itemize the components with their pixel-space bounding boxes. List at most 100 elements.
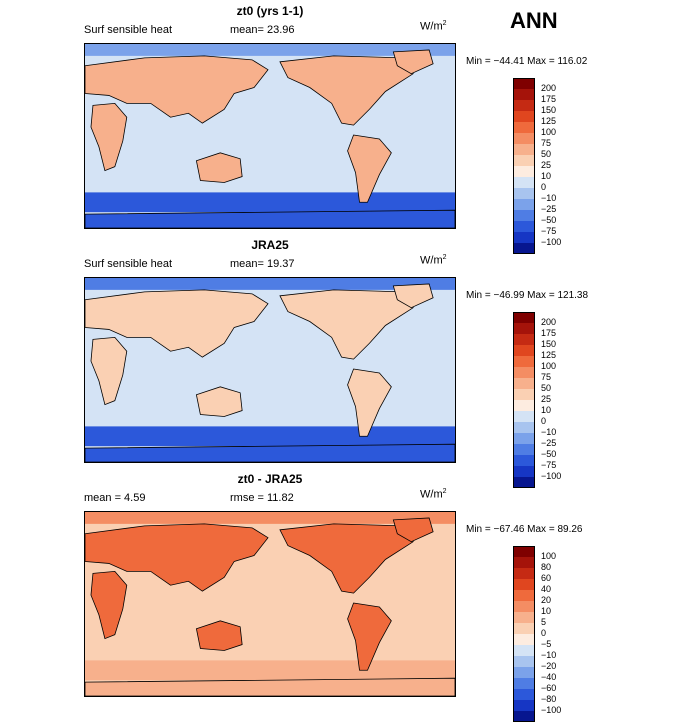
colorbar-tick-label: −5 [541,639,552,649]
continent-australia [195,386,243,417]
colorbar-tick-label: 175 [541,94,557,104]
colorbar-swatch [513,568,535,579]
panel-model: zt0 (yrs 1-1) Surf sensible heat mean= 2… [0,0,700,254]
colorbar-swatch [513,133,535,144]
mean-label: mean= 23.96 [230,24,295,36]
continent-greenland [392,283,434,309]
panel-difference: zt0 - JRA25 mean = 4.59 rmse = 11.82 W/m… [0,468,700,722]
variable-label: Surf sensible heat [84,258,173,270]
colorbar-swatch [513,232,535,243]
continent-greenland [392,49,434,75]
colorbar-swatch [513,221,535,232]
continent-antarctica [85,209,455,228]
min-max-label: Min = −44.41 Max = 116.02 [466,56,588,67]
colorbar-tick-label: 80 [541,562,552,572]
colorbar-swatch [513,177,535,188]
colorbar-swatch [513,477,535,488]
colorbar: 100 80 60 40 20 10 5 0 −5 −10 −20 −40 −60 −80 −100 [513,546,561,722]
arctic-band [85,278,455,290]
colorbar-tick-label: 25 [541,394,552,404]
units-label: W/m2 [420,254,447,267]
colorbar-swatch [513,100,535,111]
rmse-label: rmse = 11.82 [230,492,294,504]
colorbar-tick-label: −75 [541,460,557,470]
colorbar-swatch [513,210,535,221]
colorbar-tick-label: −60 [541,683,557,693]
continent-south-america [347,368,392,437]
colorbar-swatch [513,411,535,422]
continent-australia [195,620,243,651]
colorbar-tick-label: 20 [541,595,552,605]
variable-label: Surf sensible heat [84,24,173,36]
mean-label: mean= 19.37 [230,258,295,270]
colorbar-tick-label: −10 [541,427,557,437]
colorbar-swatch [513,155,535,166]
continent-eurasia [85,289,269,358]
world-map [84,277,456,463]
colorbar-tick-label: −10 [541,193,557,203]
colorbar-tick-label: 200 [541,83,557,93]
colorbar-swatch [513,455,535,466]
panel-reference: JRA25 Surf sensible heat mean= 19.37 W/m… [0,234,700,488]
colorbar-swatch [513,634,535,645]
colorbar-swatch [513,645,535,656]
colorbar-swatch [513,612,535,623]
colorbar-tick-label: 75 [541,138,552,148]
units-label: W/m2 [420,20,447,33]
colorbar-tick-label: 50 [541,383,552,393]
colorbar-swatch [513,389,535,400]
colorbar-swatch [513,323,535,334]
continent-eurasia [85,55,269,124]
colorbar-swatch [513,188,535,199]
continent-eurasia [85,523,269,592]
continent-africa [90,336,128,406]
colorbar-tick-label: 200 [541,317,557,327]
colorbar-tick-label: −25 [541,204,557,214]
colorbar-tick-label: −75 [541,226,557,236]
colorbar-swatch [513,601,535,612]
colorbar: 200 175 150 125 100 75 50 25 10 0 −10 −25 −50 −75 −100 [513,78,561,254]
colorbar-swatch [513,122,535,133]
southern-ocean-band [85,192,455,213]
colorbar-swatch [513,557,535,568]
colorbar-swatch [513,356,535,367]
colorbar-tick-label: 40 [541,584,552,594]
min-max-label: Min = −46.99 Max = 121.38 [466,290,589,301]
colorbar-swatch [513,579,535,590]
colorbar-tick-label: 10 [541,405,552,415]
colorbar-tick-label: 125 [541,116,557,126]
colorbar-tick-label: 100 [541,127,557,137]
colorbar-tick-label: 10 [541,171,552,181]
arctic-band [85,44,455,56]
colorbar-tick-label: −80 [541,694,557,704]
continent-north-america [279,523,414,594]
colorbar-swatch [513,667,535,678]
colorbar-swatch [513,433,535,444]
colorbar-swatch [513,378,535,389]
colorbar-tick-label: 150 [541,339,557,349]
colorbar-swatch [513,367,535,378]
colorbar-swatch [513,199,535,210]
colorbar-tick-label: 60 [541,573,552,583]
colorbar-swatch [513,590,535,601]
colorbar-tick-label: −25 [541,438,557,448]
colorbar-tick-label: −50 [541,215,557,225]
colorbar-tick-label: 100 [541,551,557,561]
colorbar-tick-label: 175 [541,328,557,338]
continent-africa [90,102,128,172]
colorbar-swatch [513,243,535,254]
colorbar-tick-label: −100 [541,705,562,715]
colorbar-swatch [513,422,535,433]
colorbar-tick-label: 75 [541,372,552,382]
continent-antarctica [85,677,455,696]
panel-title: zt0 - JRA25 [237,472,303,486]
colorbar-swatch [513,546,535,557]
colorbar-tick-label: 0 [541,628,547,638]
continent-africa [90,570,128,640]
panel-title: zt0 (yrs 1-1) [236,4,304,18]
colorbar-tick-label: 125 [541,350,557,360]
continent-north-america [279,55,414,126]
colorbar-swatch [513,444,535,455]
colorbar-tick-label: 0 [541,182,547,192]
colorbar-tick-label: 5 [541,617,547,627]
